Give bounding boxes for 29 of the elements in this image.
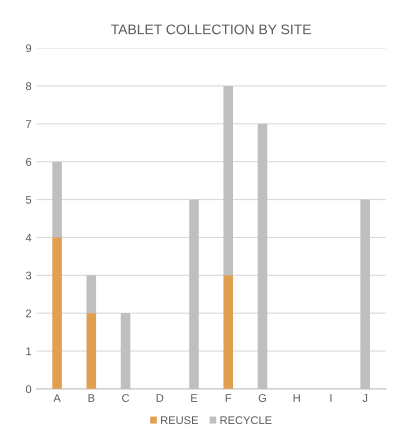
x-tick-label: G — [258, 394, 266, 402]
chart-title: TABLET COLLECTION BY SITE — [111, 24, 311, 34]
y-tick-label: 8 — [26, 82, 32, 90]
y-tick-label: 1 — [26, 347, 32, 356]
x-tick-label: E — [191, 394, 198, 402]
y-tick-label: 3 — [26, 272, 32, 280]
x-tick-label: H — [294, 394, 300, 402]
legend-label: RECYCLE — [220, 416, 272, 424]
x-tick-label: F — [226, 394, 232, 402]
bar — [52, 237, 62, 389]
x-tick-label: I — [330, 394, 332, 402]
x-tick-label: C — [122, 394, 130, 402]
bar — [223, 86, 234, 276]
x-tick-label: D — [156, 394, 164, 402]
x-tick-label: A — [53, 394, 61, 402]
y-tick-label: 7 — [26, 120, 32, 128]
bar — [223, 275, 234, 389]
x-tick-label: J — [362, 394, 368, 402]
y-tick-label: 2 — [26, 309, 32, 318]
bar — [52, 162, 62, 238]
y-tick-label: 9 — [26, 44, 32, 52]
y-tick-label: 0 — [26, 385, 32, 394]
x-tick-label: B — [88, 394, 94, 402]
bar — [86, 275, 96, 314]
bar — [86, 313, 96, 389]
legend-label: REUSE — [161, 416, 198, 424]
y-tick-label: 5 — [26, 196, 32, 204]
y-tick-label: 6 — [26, 158, 32, 166]
y-tick-label: 4 — [26, 234, 32, 242]
